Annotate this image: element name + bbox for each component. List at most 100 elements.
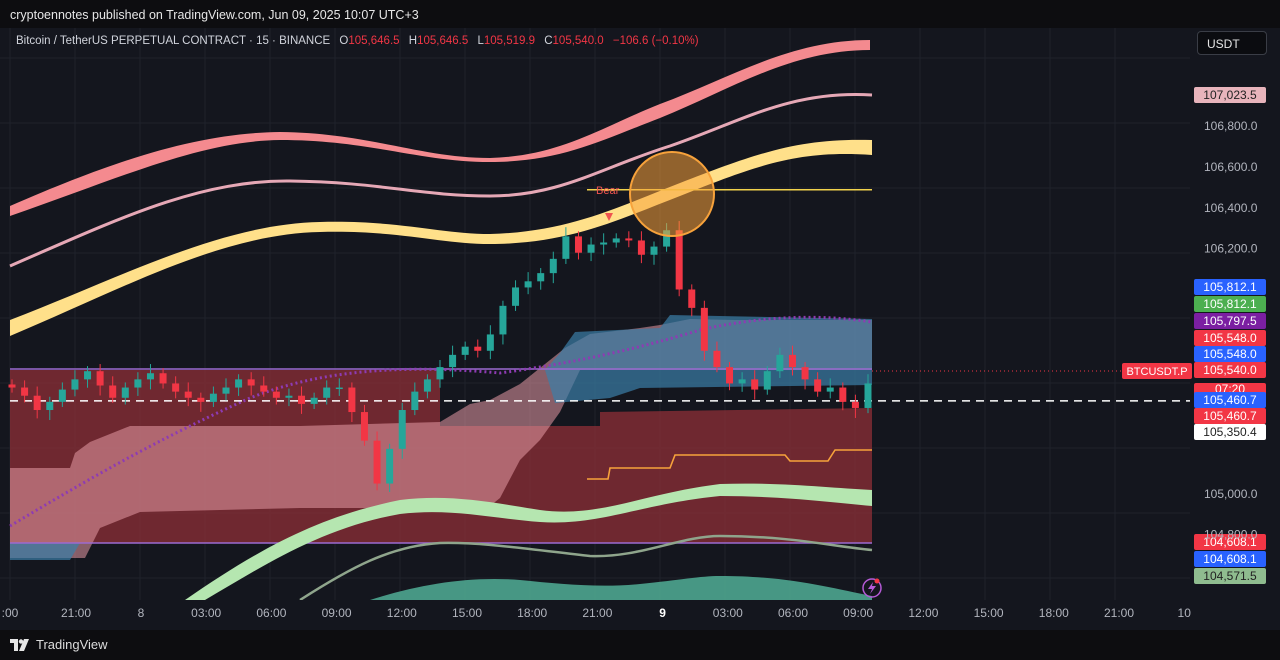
candle-body [625,238,633,241]
candle-body [398,410,406,449]
candle-body [134,379,142,388]
change-value: −106.6 (−0.10%) [612,35,699,47]
price-label: 104,571.5 [1203,569,1257,583]
candle-body [612,238,620,243]
price-label: 105,548.0 [1203,331,1257,345]
candle-body [663,230,671,247]
orange-step-line [587,449,872,480]
x-tick-label: :00 [2,606,19,620]
currency-button[interactable]: USDT [1197,31,1267,55]
x-tick-label: 06:00 [778,606,808,620]
candle-body [84,371,92,380]
purple-dotted-ma [9,315,873,528]
candle-body [360,412,368,441]
candle-body [373,440,381,484]
candle-body [461,346,469,355]
price-label-box [1194,534,1266,550]
candle-body [751,379,759,390]
price-label: 105,797.5 [1203,314,1257,328]
price-label-box [1194,330,1266,346]
candle-body [512,287,520,306]
candle-body [209,393,217,402]
y-tick-label: 106,800.0 [1204,119,1258,133]
candle-body [323,387,331,398]
candle-body [587,244,595,253]
close-value: 105,540.0 [552,35,604,47]
candle-body [562,236,570,259]
candle-body [499,305,507,335]
yellow-band [10,139,872,336]
x-tick-label: 18:00 [1039,606,1069,620]
candle-body [423,379,431,392]
price-label-box [1194,296,1266,312]
price-label: 105,812.1 [1203,297,1257,311]
x-tick-label: 06:00 [256,606,286,620]
candle-body [474,346,482,351]
candle-body [235,379,243,388]
candle-body [172,383,180,392]
candle-body [864,383,872,408]
x-tick-label: 12:00 [908,606,938,620]
candle-body [549,258,557,274]
candle-body [788,354,796,368]
price-chart[interactable]: Bear 107,023.5 105,812.1 105,812.1 105,797.… [0,28,1280,630]
x-tick-label: 10 [1178,606,1192,620]
candle-body [21,387,29,396]
cloud-pink-zone [10,319,872,558]
cloud-blue-zone [545,315,872,403]
candle-body [33,395,41,411]
alert-dot [874,578,880,584]
candle-body [700,307,708,351]
candle-body [776,354,784,372]
candle-body [436,367,444,380]
candle-body [801,367,809,380]
candle-body [109,385,117,398]
candle-body [826,387,834,392]
alert-icon [862,578,882,598]
price-label: 104,608.1 [1203,535,1257,549]
price-label-box [1194,313,1266,329]
symbol-tag: BTCUSDT.P [1126,366,1187,378]
x-tick-label: 15:00 [974,606,1004,620]
low-value: 105,519.9 [483,35,536,47]
lower-thin-band [299,534,873,600]
candle-body [285,395,293,398]
tradingview-logo[interactable]: TradingView [10,637,108,652]
candle-body [449,354,457,368]
candle-body [839,387,847,402]
low-label: L [477,35,484,47]
upper-pink-band [10,40,870,216]
symbol-tag-box [1122,363,1192,379]
candle-body [159,373,167,384]
price-label-box [1194,408,1266,424]
candle-body [298,395,306,404]
x-tick-label: 21:00 [1104,606,1134,620]
candle-body [637,240,645,255]
candle-body [96,371,104,386]
tradingview-logo-icon [10,638,29,651]
candle-body [46,401,54,411]
candle-body [335,387,343,390]
x-tick-label: 21:00 [582,606,612,620]
lower-green-band [185,483,872,600]
upper-thin-band [9,92,873,268]
candle-body [348,387,356,413]
candle-body [121,387,129,398]
candle-body [726,367,734,384]
price-label-box [1194,424,1266,440]
candle-body [600,242,608,245]
x-tick-label: 8 [138,606,145,620]
price-label: 107,023.5 [1203,88,1257,102]
open-value: 105,646.5 [348,35,400,47]
x-tick-label: 15:00 [452,606,482,620]
lightning-icon [868,582,876,594]
brand-name: TradingView [36,637,108,652]
price-label: 104,608.1 [1203,552,1257,566]
candle-body [184,391,192,398]
price-label: 105,812.1 [1203,280,1257,294]
bear-arrow-icon [605,213,613,221]
y-tick-label: 105,000.0 [1204,487,1258,501]
chart-area[interactable]: Bear 107,023.5 105,812.1 105,812.1 105,797.… [0,28,1280,630]
price-label-box [1194,346,1266,362]
price-scale-labels: 107,023.5 105,812.1 105,812.1 105,797.5 105,… [1194,87,1266,584]
